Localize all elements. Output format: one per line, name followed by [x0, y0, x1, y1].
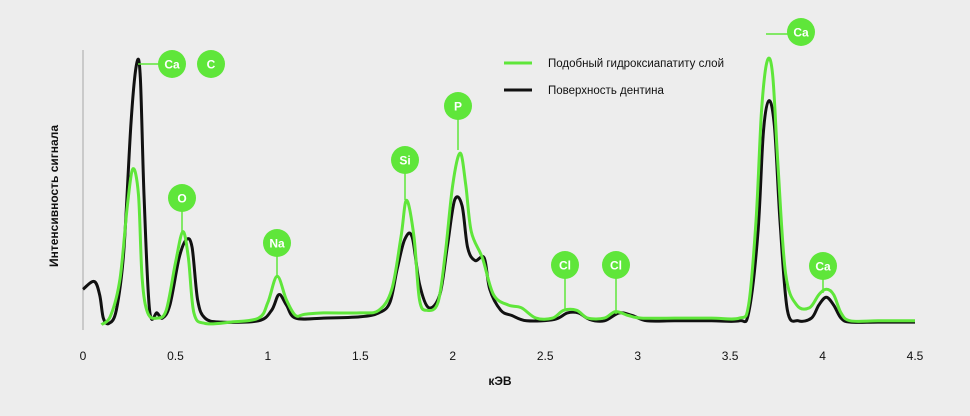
y-axis-title: Интенсивность сигнала [47, 125, 61, 267]
annotation-badge [787, 18, 815, 46]
annotation-badge [391, 146, 419, 174]
annotation-label: O [177, 192, 186, 206]
x-tick-label: 0.5 [167, 349, 184, 363]
x-tick-label: 4 [819, 349, 826, 363]
x-tick-label: 2 [449, 349, 456, 363]
x-tick-label: 1 [265, 349, 272, 363]
x-tick-label: 0 [80, 349, 87, 363]
legend-label-green: Подобный гидроксиапатиту слой [548, 58, 724, 70]
annotation-label: Na [269, 237, 285, 251]
x-tick-label: 1.5 [352, 349, 369, 363]
annotation-label: Si [399, 154, 410, 168]
x-axis-title: кЭВ [488, 374, 512, 388]
x-tick-label: 4.5 [907, 349, 924, 363]
annotation-badge [158, 50, 186, 78]
annotation-label: Cl [610, 259, 622, 273]
x-tick-label: 3.5 [722, 349, 739, 363]
annotation-label: Ca [164, 58, 180, 72]
annotation-badge [197, 50, 225, 78]
annotation-badge [551, 251, 579, 279]
annotation-badge [263, 229, 291, 257]
annotation-label: C [207, 58, 216, 72]
x-tick-labels: 0 0.5 1 1.5 2 2.5 3 3.5 4 4.5 [80, 349, 924, 363]
annotation-badge [444, 92, 472, 120]
annotation-label: Cl [559, 259, 571, 273]
legend-label-black: Поверхность дентина [548, 85, 665, 97]
series-line-hydroxyapatite [100, 56, 915, 326]
series-lines [82, 56, 915, 326]
annotation-badge [602, 251, 630, 279]
annotation-badge [809, 252, 837, 280]
annotation-label: Ca [815, 260, 831, 274]
annotation-label: P [454, 100, 462, 114]
annotation-badge [168, 184, 196, 212]
x-tick-label: 2.5 [537, 349, 554, 363]
x-tick-label: 3 [634, 349, 641, 363]
annotation-label: Ca [793, 26, 809, 40]
legend: Подобный гидроксиапатиту слой Поверхност… [504, 58, 724, 97]
peak-annotations: Ca C O Na Si P Cl Cl Ca Ca [138, 18, 837, 314]
